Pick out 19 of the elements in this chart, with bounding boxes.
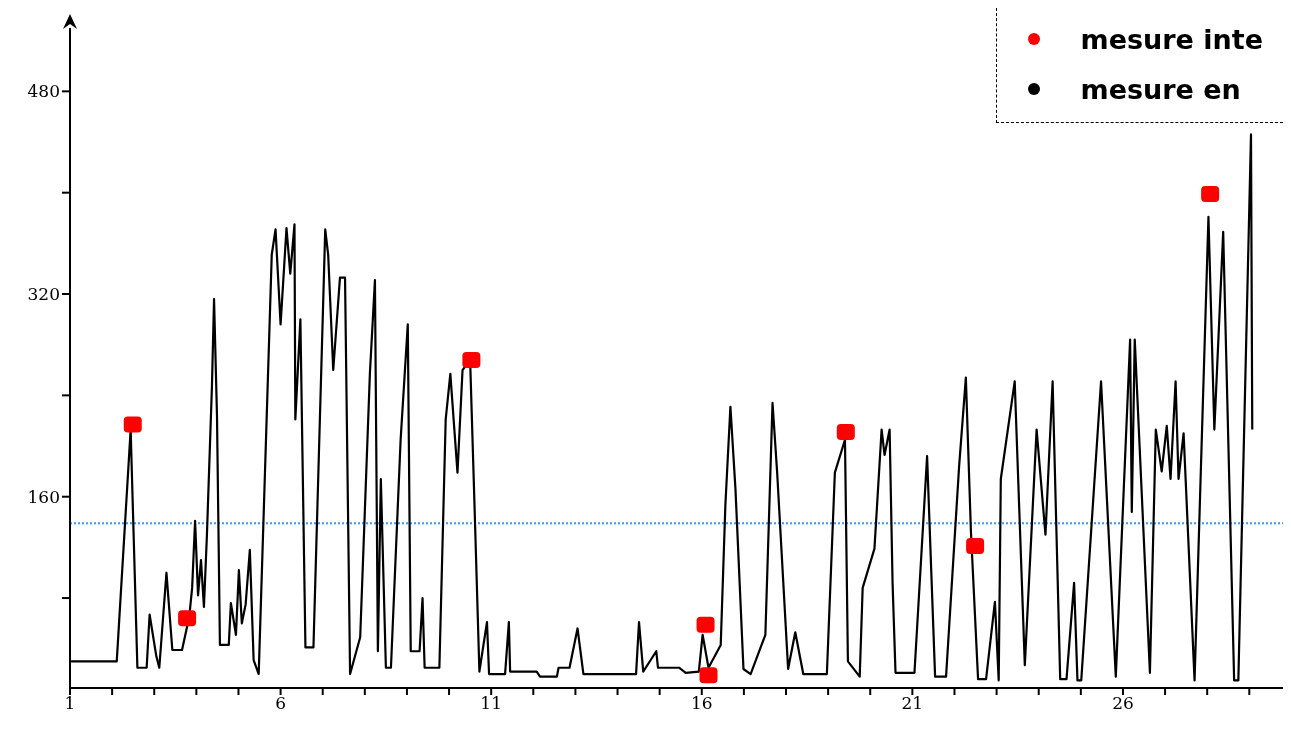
x-tick-label: 1 bbox=[64, 693, 76, 714]
point bbox=[836, 424, 855, 441]
point bbox=[1201, 185, 1220, 202]
legend-label: mesure en bbox=[1080, 73, 1241, 105]
point bbox=[696, 616, 715, 633]
x-tick-label: 21 bbox=[901, 693, 924, 714]
x-tick-label: 11 bbox=[480, 693, 502, 714]
x-tick-label: 26 bbox=[1112, 693, 1134, 714]
x-tick-label: 6 bbox=[275, 693, 286, 714]
point bbox=[699, 667, 718, 684]
x-tick-label: 16 bbox=[690, 693, 713, 714]
y-tick-label: 160 bbox=[27, 486, 60, 507]
point bbox=[966, 538, 985, 555]
point bbox=[123, 416, 142, 433]
y-tick-label: 320 bbox=[27, 284, 60, 305]
legend-label: mesure inte bbox=[1080, 23, 1263, 55]
y-tick-label: 480 bbox=[27, 81, 60, 102]
point bbox=[178, 610, 197, 627]
point bbox=[462, 351, 481, 368]
